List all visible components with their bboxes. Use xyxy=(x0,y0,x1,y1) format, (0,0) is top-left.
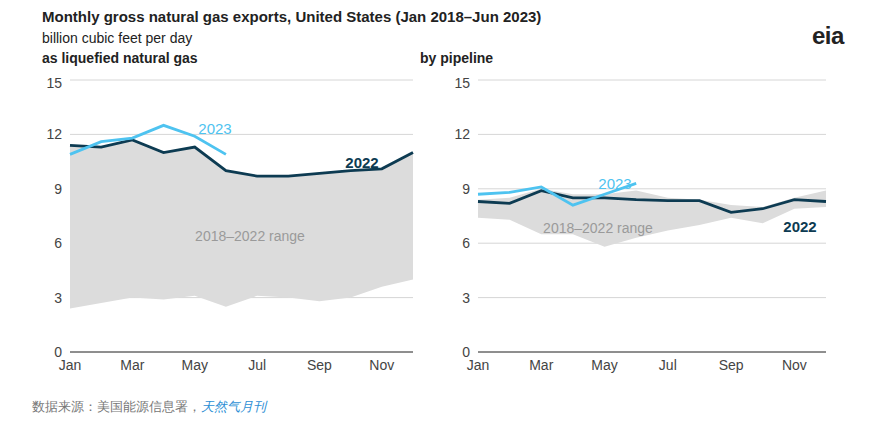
html-text:2018–2022 range: 2018–2022 range xyxy=(543,220,653,236)
svg-text:Jan: Jan xyxy=(59,357,82,373)
svg-text:15: 15 xyxy=(46,75,62,91)
svg-text:Mar: Mar xyxy=(120,357,144,373)
svg-text:12: 12 xyxy=(454,126,470,142)
svg-text:0: 0 xyxy=(462,344,470,360)
svg-text:May: May xyxy=(182,357,208,373)
svg-text:6: 6 xyxy=(54,235,62,251)
svg-text:Nov: Nov xyxy=(782,357,807,373)
svg-text:3: 3 xyxy=(462,290,470,306)
svg-text:6: 6 xyxy=(462,235,470,251)
svg-text:Jul: Jul xyxy=(248,357,266,373)
svg-text:May: May xyxy=(591,357,617,373)
svg-text:0: 0 xyxy=(54,344,62,360)
html-text:数据来源：美国能源信息署，天然气月刊: 数据来源：美国能源信息署，天然气月刊 xyxy=(32,399,266,414)
svg-text:Jan: Jan xyxy=(467,357,490,373)
html-text:2022: 2022 xyxy=(345,153,379,171)
svg-text:9: 9 xyxy=(54,181,62,197)
svg-text:9: 9 xyxy=(462,181,470,197)
svg-text:Sep: Sep xyxy=(719,357,744,373)
svg-text:Jul: Jul xyxy=(659,357,677,373)
svg-text:Sep: Sep xyxy=(307,357,332,373)
html-text:2023: 2023 xyxy=(198,119,232,137)
svg-text:Nov: Nov xyxy=(369,357,394,373)
html-text:2023: 2023 xyxy=(598,174,632,192)
html-text:as liquefied natural gas: as liquefied natural gas xyxy=(42,50,198,66)
html-text:Monthly gross natural gas expo: Monthly gross natural gas exports, Unite… xyxy=(42,8,542,25)
svg-text:12: 12 xyxy=(46,126,62,142)
html-text:2022: 2022 xyxy=(783,217,817,235)
svg-text:15: 15 xyxy=(454,75,470,91)
html-text:eia: eia xyxy=(812,22,844,49)
svg-text:3: 3 xyxy=(54,290,62,306)
html-text:billion cubic feet per day: billion cubic feet per day xyxy=(42,30,193,46)
html-text:2018–2022 range: 2018–2022 range xyxy=(195,228,305,244)
html-text:by pipeline: by pipeline xyxy=(420,50,494,66)
svg-text:Mar: Mar xyxy=(529,357,553,373)
